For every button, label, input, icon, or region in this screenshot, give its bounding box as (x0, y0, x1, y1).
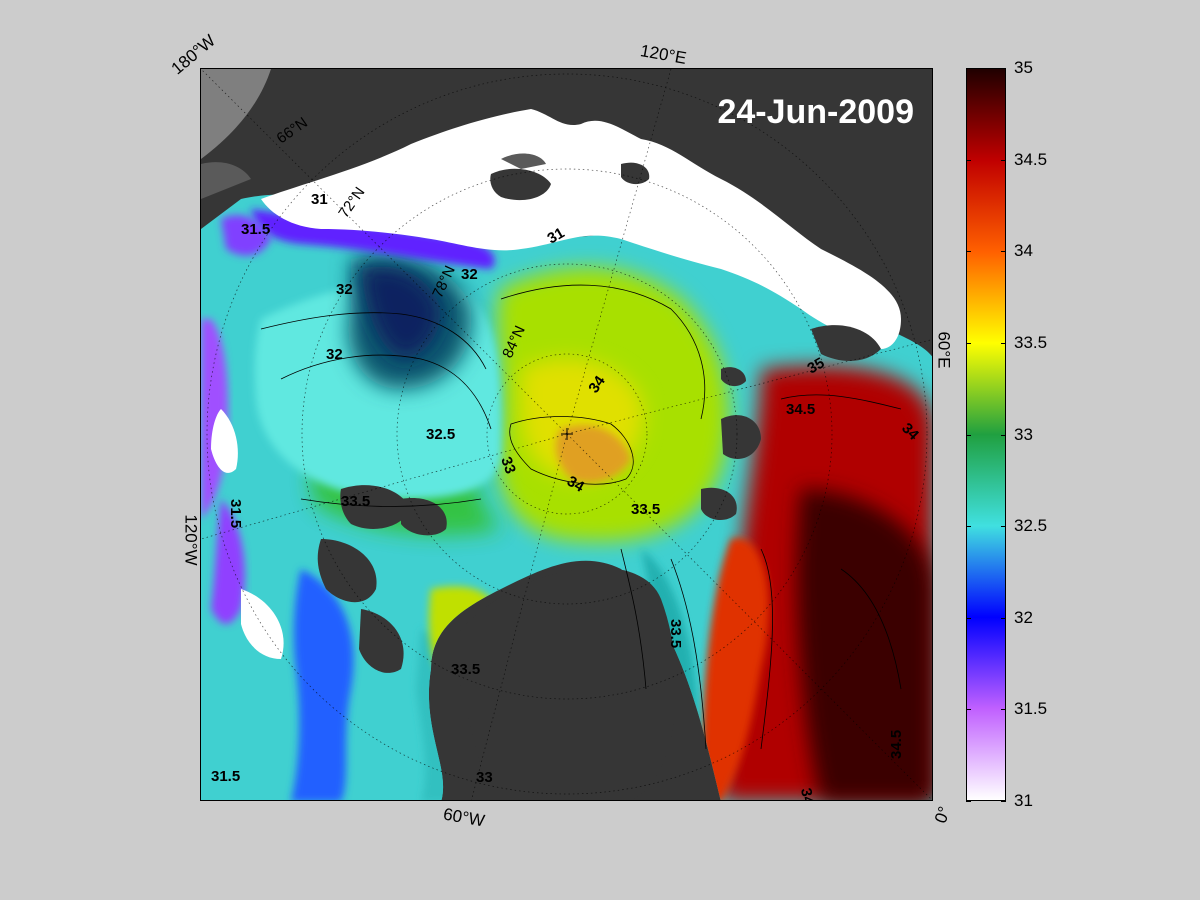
colorbar-tick-mark (1001, 342, 1006, 344)
colorbar-tick-label: 34 (1014, 241, 1033, 261)
contour-label: 34.5 (786, 401, 815, 418)
contour-value-labels: 31 31.5 32 32.5 33 33.5 34 34.5 35 34 33… (211, 191, 922, 801)
colorbar-tick-mark (966, 159, 971, 161)
colorbar-tick-label: 32 (1014, 607, 1033, 627)
colorbar-tick-mark (1001, 251, 1006, 253)
colorbar-tick-mark (1001, 617, 1006, 619)
colorbar (966, 68, 1006, 801)
north-pole-marker (561, 428, 573, 440)
date-title: 24-Jun-2009 (717, 93, 914, 131)
greenland (457, 567, 677, 800)
colorbar-tick-mark (1001, 159, 1006, 161)
colorbar-tick-mark (1001, 434, 1006, 436)
colorbar-tick-mark (966, 709, 971, 711)
colorbar-tick-mark (966, 342, 971, 344)
contour-label: 31.5 (211, 768, 240, 785)
contour-label: 33.5 (341, 493, 370, 510)
colorbar-tick-label: 34.5 (1014, 149, 1048, 169)
lon-label-0: 0° (930, 803, 955, 826)
contour-label: 33.5 (631, 501, 660, 518)
contour-label: 32.5 (426, 426, 455, 443)
contour-label: 32 (461, 266, 478, 283)
contour-label: 31.5 (227, 499, 244, 528)
colorbar-tick-mark (1001, 709, 1006, 711)
lon-label-120e: 120°E (638, 41, 688, 68)
salinity-map: 66°N 72°N 78°N 84°N 31 31.5 32 32.5 33 3… (200, 68, 933, 801)
contour-label: 35 (805, 354, 828, 377)
contour-label: 32 (326, 346, 343, 363)
contour-label: 32 (336, 281, 353, 298)
colorbar-tick-label: 33 (1014, 424, 1033, 444)
sea-ice (261, 109, 901, 349)
contour-label: 31 (545, 224, 568, 247)
colorbar-tick-mark (966, 526, 971, 528)
colorbar-tick-mark (966, 251, 971, 253)
contour-label: 33.5 (667, 619, 684, 648)
contour-label: 34 (564, 473, 588, 496)
contour-label: 34.5 (888, 730, 905, 759)
contour-label: 33 (476, 769, 493, 786)
colorbar-tick-label: 32.5 (1014, 516, 1048, 536)
colorbar-tick-mark (1001, 68, 1006, 69)
lon-label-120w: 120°W (181, 514, 201, 566)
lon-label-60w: 60°W (441, 804, 487, 831)
graticule (201, 69, 932, 800)
colorbar-tick-label: 31.5 (1014, 699, 1048, 719)
map-graphic: 66°N 72°N 78°N 84°N 31 31.5 32 32.5 33 3… (201, 69, 932, 801)
contour-lines (260, 284, 902, 750)
colorbar-tick-mark (966, 617, 971, 619)
colorbar-tick-mark (966, 434, 971, 436)
contour-label: 33.5 (451, 661, 480, 678)
contour-label: 34.5 (797, 787, 819, 801)
colorbar-tick-mark (966, 68, 971, 69)
colorbar-tick-label: 33.5 (1014, 332, 1048, 352)
colorbar-tick-mark (1001, 801, 1006, 802)
colorbar-tick-mark (966, 801, 971, 802)
contour-label: 31 (311, 191, 328, 208)
colorbar-tick-label: 31 (1014, 791, 1033, 810)
off-grid-area (201, 69, 271, 159)
colorbar-tick-mark (1001, 526, 1006, 528)
contour-label: 31.5 (241, 221, 270, 238)
contour-label: 33 (497, 455, 519, 476)
colorbar-tick-label: 35 (1014, 58, 1033, 77)
lon-label-60e: 60°E (934, 331, 954, 369)
